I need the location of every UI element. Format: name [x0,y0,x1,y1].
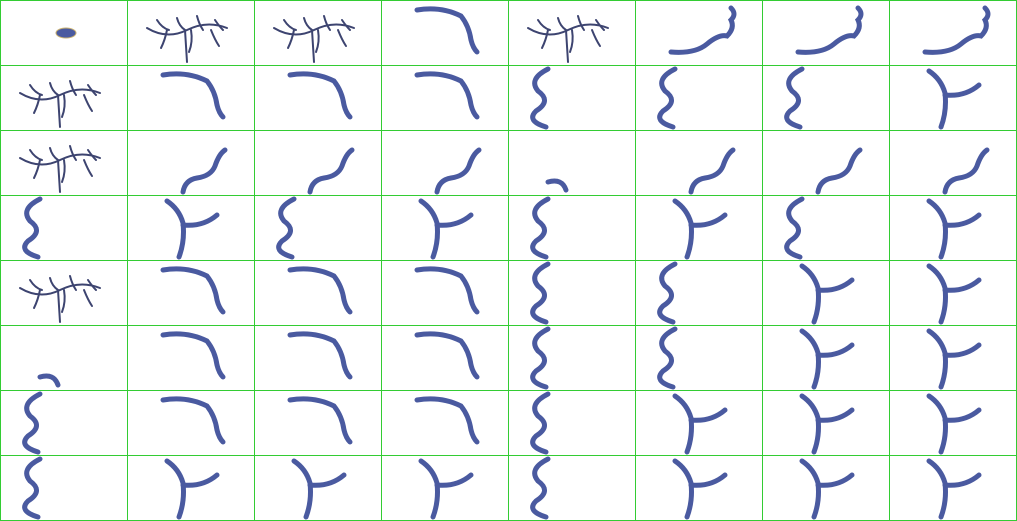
tile-s-curve [657,66,678,130]
tile-s-curve [784,66,805,130]
tile-hook [160,396,226,445]
tile-branchy [19,145,101,193]
tile-branchy [146,15,228,63]
tile-blob [55,27,77,39]
tile-s-curve [22,456,43,520]
tile-y-fork [926,198,982,260]
tile-y-fork [672,393,728,455]
tile-vine-right [795,5,864,55]
tile-y-fork [799,458,855,520]
tile-branchy [527,15,609,63]
tile-branchy [19,275,101,323]
tile-hook [160,331,226,380]
tile-y-fork [926,328,982,390]
tile-stub [37,373,61,388]
tile-hook [414,396,480,445]
tile-vine-right [668,5,737,55]
tile-hook [160,71,226,120]
tile-s-curve [22,196,43,260]
tile-y-fork [418,458,474,520]
tile-hook [287,266,353,315]
tile-hook [287,396,353,445]
tile-y-fork [926,393,982,455]
tile-rise [307,147,355,195]
tile-y-fork [799,393,855,455]
tile-hook [414,6,480,55]
tile-rise [688,147,736,195]
tile-s-curve [530,66,551,130]
tile-hook [414,71,480,120]
tile-s-curve [530,391,551,455]
tile-s-curve [530,196,551,260]
tile-s-curve [276,196,297,260]
tile-branchy [273,15,355,63]
tile-hook [160,266,226,315]
tile-hook [414,331,480,380]
tile-vine-right [922,5,991,55]
tile-s-curve [657,326,678,390]
tile-rise [434,147,482,195]
tile-rise [180,147,228,195]
tile-y-fork [799,263,855,325]
tile-hook [287,71,353,120]
tile-s-curve [530,456,551,520]
tile-y-fork [418,198,474,260]
tile-y-fork [672,198,728,260]
tile-y-fork [926,68,982,130]
tile-branchy [19,80,101,128]
tile-y-fork [926,458,982,520]
tile-stub [545,178,569,193]
tile-s-curve [657,261,678,325]
tile-rise [942,147,990,195]
tile-rise [815,147,863,195]
tile-y-fork [164,198,220,260]
tile-s-curve [22,391,43,455]
tile-s-curve [530,261,551,325]
tile-y-fork [291,458,347,520]
tile-hook [287,331,353,380]
tile-y-fork [926,263,982,325]
tile-y-fork [672,458,728,520]
tile-s-curve [530,326,551,390]
tile-y-fork [799,328,855,390]
tile-hook [414,266,480,315]
tile-s-curve [784,196,805,260]
tile-y-fork [164,458,220,520]
tile-layer [19,5,991,520]
